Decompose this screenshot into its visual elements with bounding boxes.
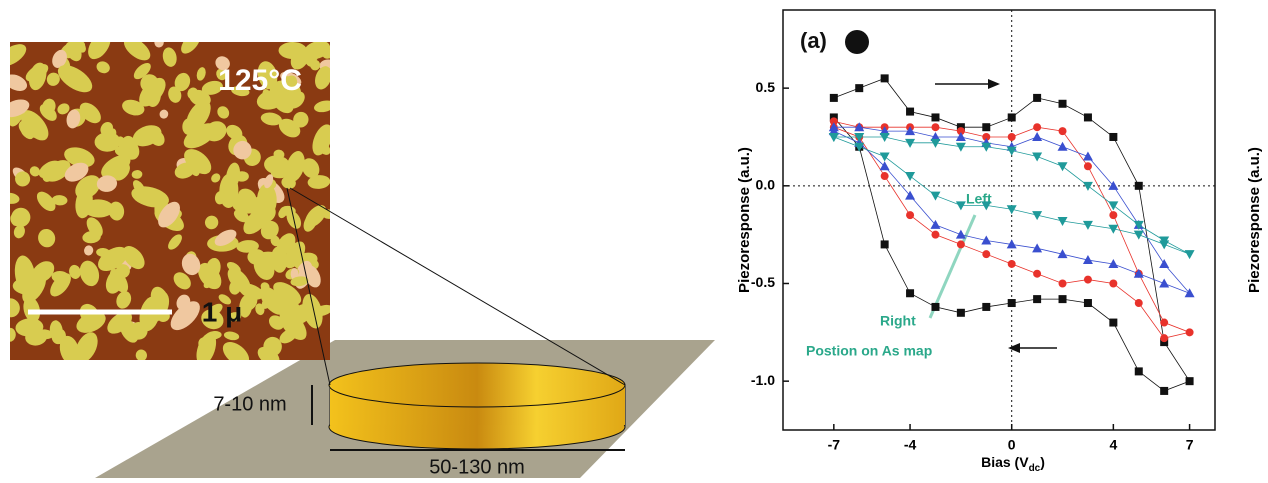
- x-axis-label: Bias (Vdc): [981, 454, 1045, 474]
- marker: [830, 94, 838, 102]
- marker: [829, 133, 839, 142]
- y-tick-label: -1.0: [751, 372, 775, 388]
- marker: [982, 303, 990, 311]
- marker: [957, 240, 965, 248]
- marker: [855, 84, 863, 92]
- marker: [1059, 127, 1067, 135]
- marker: [956, 132, 966, 141]
- annotation: Postion on As map: [806, 343, 932, 359]
- marker: [906, 211, 914, 219]
- marker: [1160, 319, 1168, 327]
- arrow-head: [988, 79, 1000, 89]
- marker: [1135, 367, 1143, 375]
- marker: [1084, 113, 1092, 121]
- x-tick-label: 0: [1008, 437, 1016, 453]
- thickness: 7-10 nm: [213, 393, 286, 415]
- marker: [1186, 328, 1194, 336]
- marker: [982, 250, 990, 258]
- temperature: 125°C: [218, 64, 302, 97]
- marker: [1059, 295, 1067, 303]
- marker: [1033, 94, 1041, 102]
- marker: [906, 108, 914, 116]
- marker: [1160, 334, 1168, 342]
- marker: [1033, 295, 1041, 303]
- marker: [1032, 132, 1042, 141]
- marker: [1159, 259, 1169, 268]
- disk-top: [329, 363, 625, 407]
- marker: [1008, 299, 1016, 307]
- marker: [881, 240, 889, 248]
- marker: [1008, 113, 1016, 121]
- y-tick-label: 0.5: [756, 79, 776, 95]
- marker: [1058, 142, 1068, 151]
- marker: [1185, 250, 1195, 259]
- marker: [1135, 182, 1143, 190]
- figure: 125°C 1 μ 7-10 nm 50-130 nm (a) Piezores…: [0, 0, 1268, 478]
- marker: [906, 289, 914, 297]
- marker: [1159, 240, 1169, 249]
- x-label-end: ): [1040, 454, 1045, 470]
- marker: [880, 153, 890, 162]
- marker: [1186, 377, 1194, 385]
- panel-label: (a): [800, 28, 827, 53]
- marker: [1059, 100, 1067, 108]
- marker: [1033, 270, 1041, 278]
- marker: [1159, 278, 1169, 287]
- plot-frame: [783, 10, 1215, 430]
- marker: [1135, 299, 1143, 307]
- marker: [1134, 231, 1144, 240]
- marker: [1058, 162, 1068, 171]
- marker: [1084, 276, 1092, 284]
- marker: [1084, 299, 1092, 307]
- marker: [881, 172, 889, 180]
- marker: [982, 123, 990, 131]
- marker: [957, 309, 965, 317]
- x-tick-label: -4: [904, 437, 917, 453]
- x-label-sub: dc: [1029, 463, 1041, 474]
- scale-label: 1 μ: [202, 296, 242, 327]
- x-tick-label: -7: [828, 437, 841, 453]
- marker: [1033, 123, 1041, 131]
- y-tick-label: -0.5: [751, 274, 775, 290]
- grain: [279, 42, 307, 59]
- marker: [1160, 387, 1168, 395]
- marker: [881, 74, 889, 82]
- marker: [1109, 319, 1117, 327]
- marker: [956, 143, 966, 152]
- marker: [905, 139, 915, 148]
- y-tick-label: 0.0: [756, 177, 776, 193]
- chart: (a) Piezoresponse (a.u.) Piezoresponse (…: [736, 10, 1263, 474]
- marker: [1109, 133, 1117, 141]
- illustration: 125°C 1 μ 7-10 nm 50-130 nm: [0, 28, 715, 478]
- marker: [931, 231, 939, 239]
- x-tick-label: 7: [1186, 437, 1194, 453]
- marker: [905, 172, 915, 181]
- x-tick-label: 4: [1109, 437, 1117, 453]
- marker: [1059, 279, 1067, 287]
- marker: [930, 192, 940, 201]
- y2-axis-label: Piezoresponse (a.u.): [1246, 147, 1263, 293]
- x-label-main: Bias (V: [981, 454, 1029, 470]
- marker: [1109, 211, 1117, 219]
- marker: [1109, 279, 1117, 287]
- marker: [1032, 153, 1042, 162]
- marker: [1084, 162, 1092, 170]
- diameter: 50-130 nm: [429, 456, 525, 478]
- arrow-head: [1008, 343, 1020, 353]
- marker: [956, 201, 966, 210]
- panel-marker: [845, 30, 869, 54]
- marker: [931, 123, 939, 131]
- marker: [1008, 260, 1016, 268]
- marker: [931, 113, 939, 121]
- position-arrow: [930, 215, 975, 318]
- marker: [931, 303, 939, 311]
- marker: [1008, 133, 1016, 141]
- y-axis-label: Piezoresponse (a.u.): [736, 147, 753, 293]
- marker: [956, 230, 966, 239]
- marker: [1083, 152, 1093, 161]
- annotation: Right: [880, 313, 916, 329]
